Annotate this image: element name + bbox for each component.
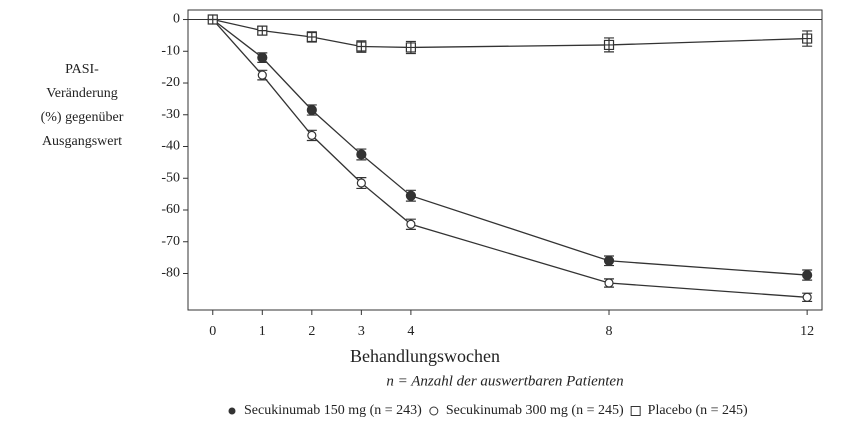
marker [257,52,268,63]
marker [406,219,416,229]
x-axis-label: Behandlungswochen [350,346,500,366]
marker [802,292,812,302]
y-tick-label: -20 [161,75,180,90]
y-tick-label: 0 [173,12,180,27]
marker [306,104,317,116]
marker [356,41,367,52]
x-tick-label: 4 [407,324,414,339]
marker [802,33,813,44]
note: n = Anzahl der auswertbaren Patienten [386,373,623,389]
y-axis-label: PASI- [65,62,99,77]
x-tick-label: 3 [358,324,365,339]
y-tick-label: -80 [161,266,180,281]
marker [405,190,416,201]
y-tick-label: -30 [161,107,180,122]
marker [356,178,366,188]
y-axis-label: Veränderung [46,86,118,101]
series-line [212,19,808,298]
y-tick-label: -70 [161,234,180,249]
series-line [212,19,808,276]
marker [603,39,615,51]
marker [207,14,218,25]
x-tick-label: 1 [259,324,266,339]
marker [405,42,416,53]
legend-label: Secukinumab 300 mg (n = 245) [446,403,624,418]
marker [306,31,317,43]
marker [356,149,367,160]
marker [307,130,317,140]
legend-label: Secukinumab 150 mg (n = 243) [244,403,422,418]
marker [257,25,268,36]
x-tick-label: 2 [308,324,315,339]
marker [802,269,813,281]
legend-marker [630,406,641,416]
marker [604,278,614,288]
x-tick-label: 0 [209,324,216,339]
marker [257,70,267,80]
series-line [212,18,808,49]
y-tick-label: -50 [161,170,180,185]
legend-marker [228,407,236,415]
x-tick-label: 8 [606,324,613,339]
legend-label: Placebo (n = 245) [648,403,748,418]
plot-frame [187,9,823,311]
y-tick-label: -40 [161,139,180,154]
legend-marker [429,406,439,416]
y-axis-label: Ausgangswert [42,134,122,149]
x-tick-label: 12 [800,324,814,339]
y-axis-label: (%) gegenüber [41,110,124,125]
y-tick-label: -60 [161,202,180,217]
y-tick-label: -10 [161,43,180,58]
marker [603,255,615,266]
